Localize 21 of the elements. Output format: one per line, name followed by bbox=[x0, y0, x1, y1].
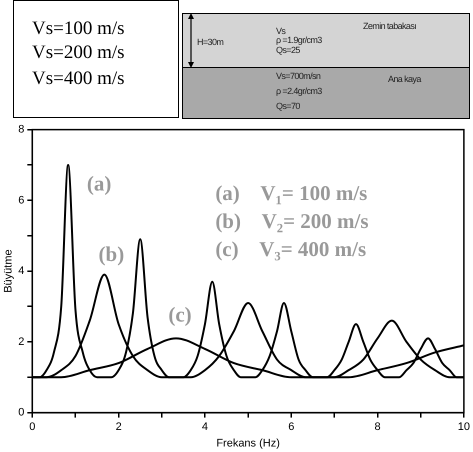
x-tick-label: 4 bbox=[202, 421, 208, 434]
y-tick-label: 8 bbox=[18, 124, 24, 136]
x-tick-label: 8 bbox=[374, 421, 381, 434]
y-tick-label: 0 bbox=[18, 406, 24, 419]
x-tick-label: 10 bbox=[458, 421, 470, 434]
annotation: (c) V₃= 400 m/s bbox=[215, 237, 366, 262]
x-tick-label: 6 bbox=[288, 421, 294, 434]
soil-layer-diagram: H=30m Vs ρ =1.9gr/cm3 Qs=25 Zemin tabakası Vs=700m/sn ρ =2.4gr/cm3 Qs=70 Ana kaya bbox=[182, 13, 470, 119]
annotation: (a) V₁= 100 m/s bbox=[215, 181, 368, 206]
x-axis-title: Frekans (Hz) bbox=[216, 437, 280, 450]
series-label: (c) bbox=[168, 302, 192, 327]
y-tick-label: 2 bbox=[18, 336, 24, 348]
y-tick-label: 6 bbox=[18, 194, 24, 206]
x-tick-label: 2 bbox=[116, 421, 122, 434]
y-axis-title: Büyütme bbox=[2, 249, 15, 293]
series-label: (a) bbox=[86, 171, 112, 196]
y-tick-label: 4 bbox=[18, 265, 24, 278]
text-box: Vs=100 m/s Vs=200 m/s Vs=400 m/s bbox=[13, 0, 179, 118]
annotation: (b) V₂= 200 m/s bbox=[215, 209, 369, 234]
x-tick-label: 0 bbox=[29, 421, 36, 434]
series-label: (b) bbox=[98, 242, 124, 266]
